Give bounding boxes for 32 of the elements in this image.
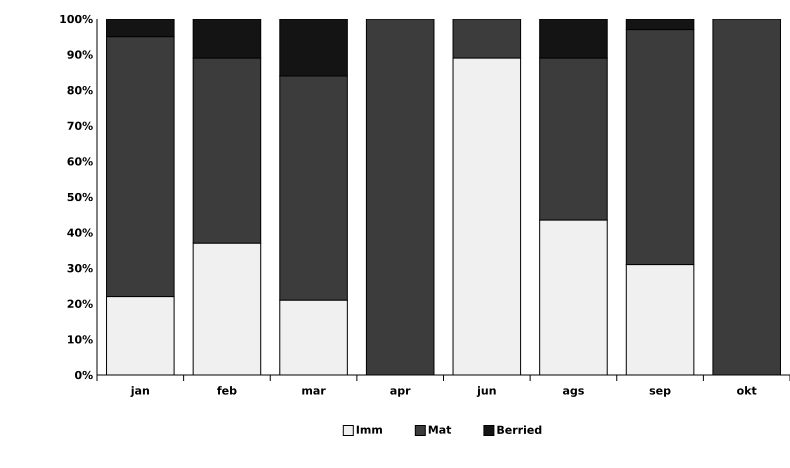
x-tick-label: jan [130, 386, 149, 397]
bar [279, 18, 348, 76]
x-tick-label: ags [562, 388, 584, 397]
bar [540, 220, 608, 375]
x-tick-label: sep [650, 388, 671, 397]
x-tick-label: jun [476, 386, 496, 397]
bar [280, 300, 348, 375]
bar [193, 243, 261, 375]
y-tick-label: 20% [68, 300, 93, 308]
y-tick-label: 70% [68, 122, 93, 130]
x-tick-label: mar [302, 388, 326, 395]
x-tick-label: feb [217, 386, 236, 395]
bar [192, 18, 262, 59]
bar [453, 58, 521, 375]
y-tick-label: 30% [68, 264, 93, 272]
legend-label: Mat [428, 426, 452, 434]
bar [539, 18, 608, 59]
y-tick-label: 100% [60, 14, 93, 24]
bar [106, 18, 175, 38]
y-tick-label: 40% [67, 228, 93, 237]
y-tick-label: 60% [67, 157, 93, 166]
y-tick-label: 0% [74, 370, 93, 380]
y-tick-label: 50% [68, 192, 93, 202]
bar [106, 296, 174, 375]
legend-label: Berried [497, 425, 542, 434]
x-tick-label: apr [390, 388, 411, 397]
legend-label: Imm [356, 426, 382, 434]
bar [626, 264, 694, 375]
x-tick-label: okt [737, 386, 756, 395]
y-tick-label: 90% [67, 50, 93, 59]
y-tick-label: 80% [67, 86, 93, 94]
y-tick-label: 10% [68, 335, 93, 344]
